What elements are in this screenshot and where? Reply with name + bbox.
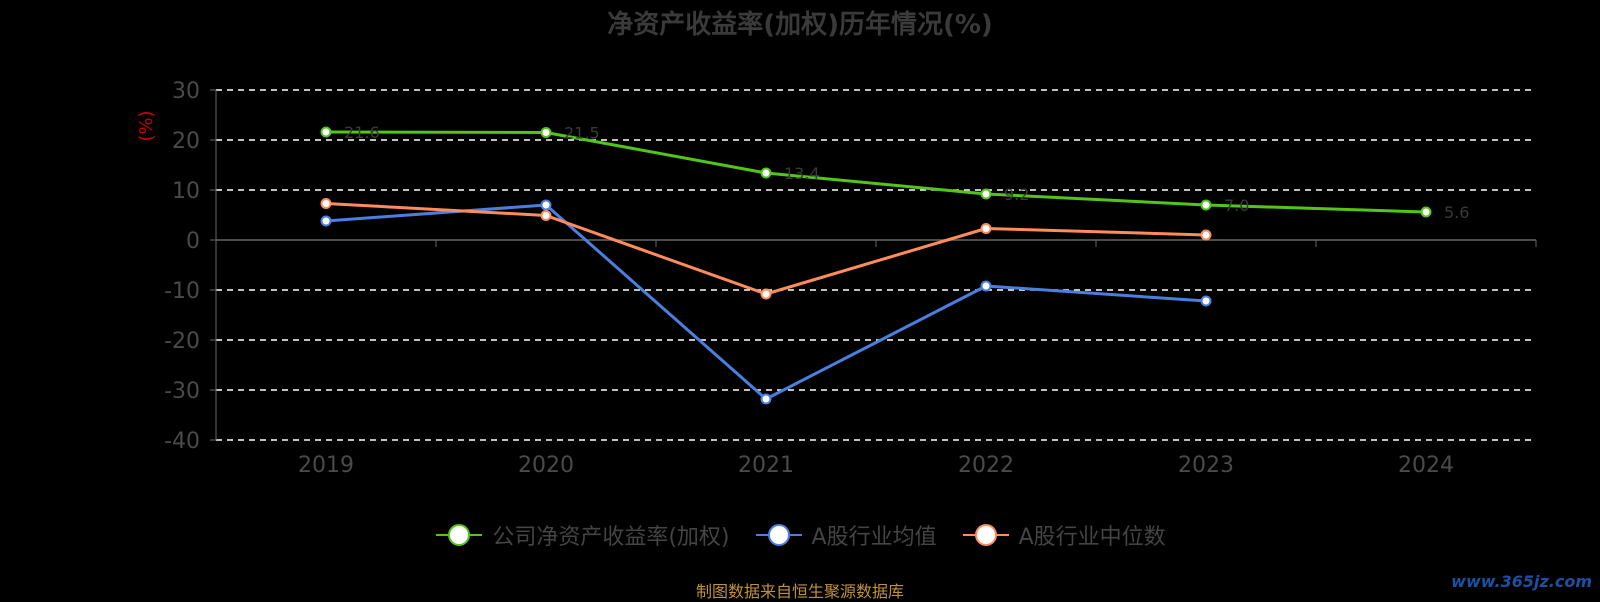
legend-item-company[interactable]: 公司净资产收益率(加权) [434,519,730,551]
data-label: 21.6 [344,123,380,142]
data-point-2 [320,198,332,209]
data-point-0 [1420,206,1432,218]
series-line-0 [325,130,1427,214]
grid-layer [216,89,1536,441]
legend-label-industry-mean: A股行业均值 [811,525,937,550]
data-label: 5.6 [1444,203,1469,222]
data-point-1 [760,393,772,405]
data-point-0 [980,188,992,200]
y-tick-label: 10 [172,179,200,204]
data-point-1 [1200,295,1212,307]
y-tick-label: 20 [172,129,200,154]
data-point-1 [540,199,552,211]
data-point-0 [1200,199,1212,211]
series-line-1 [325,203,1207,401]
legend-marker-industry-median-icon [962,524,1009,546]
axis-layer: 30 20 10 0 -10 -20 -30 -40 2019 2020 2021 2022 2023 2… [136,79,1537,478]
data-point-2 [980,223,992,234]
data-point-1 [320,215,332,227]
legend-marker-industry-mean-icon [755,524,802,546]
x-tick-label: 2019 [298,453,354,478]
y-tick-label: -30 [164,379,200,404]
y-tick-label: -10 [164,279,200,304]
data-point-1 [980,280,992,292]
data-point-0 [760,167,772,179]
series-line-2 [325,202,1207,296]
data-label: 9.2 [1004,185,1029,204]
legend-label-company: 公司净资产收益率(加权) [492,525,730,550]
data-point-0 [320,126,332,138]
x-tick-label: 2021 [738,453,794,478]
y-tick-label: 30 [172,79,200,104]
data-source-note: 制图数据来自恒生聚源数据库 [695,582,904,601]
y-tick-label: -20 [164,329,200,354]
data-point-2 [760,288,772,300]
data-label: 21.5 [564,124,600,143]
data-label: 13.4 [784,164,820,183]
data-point-2 [1200,229,1212,241]
chart-title: 净资产收益率(加权)历年情况(%) [607,10,993,40]
series-layer [325,130,1427,401]
x-tick-label: 2023 [1178,453,1234,478]
data-point-0 [540,127,552,138]
y-tick-label: 0 [186,229,200,254]
y-tick-label: -40 [164,429,200,454]
x-tick-label: 2022 [958,453,1014,478]
label-layer: 21.6 21.5 13.4 9.2 7.0 5.6 [320,123,1469,405]
legend-item-industry-median[interactable]: A股行业中位数 [961,519,1166,551]
legend: 公司净资产收益率(加权) A股行业均值 A股行业中位数 [0,519,1600,551]
x-tick-label: 2020 [518,453,574,478]
legend-label-industry-median: A股行业中位数 [1018,525,1166,550]
data-point-2 [540,210,552,221]
watermark: www.365jz.com [1451,572,1592,591]
legend-item-industry-mean[interactable]: A股行业均值 [754,519,937,551]
x-tick-label: 2024 [1398,453,1454,478]
data-label: 7.0 [1224,196,1249,215]
y-axis-unit-label: (%) [136,110,157,141]
legend-marker-company-icon [436,524,483,546]
